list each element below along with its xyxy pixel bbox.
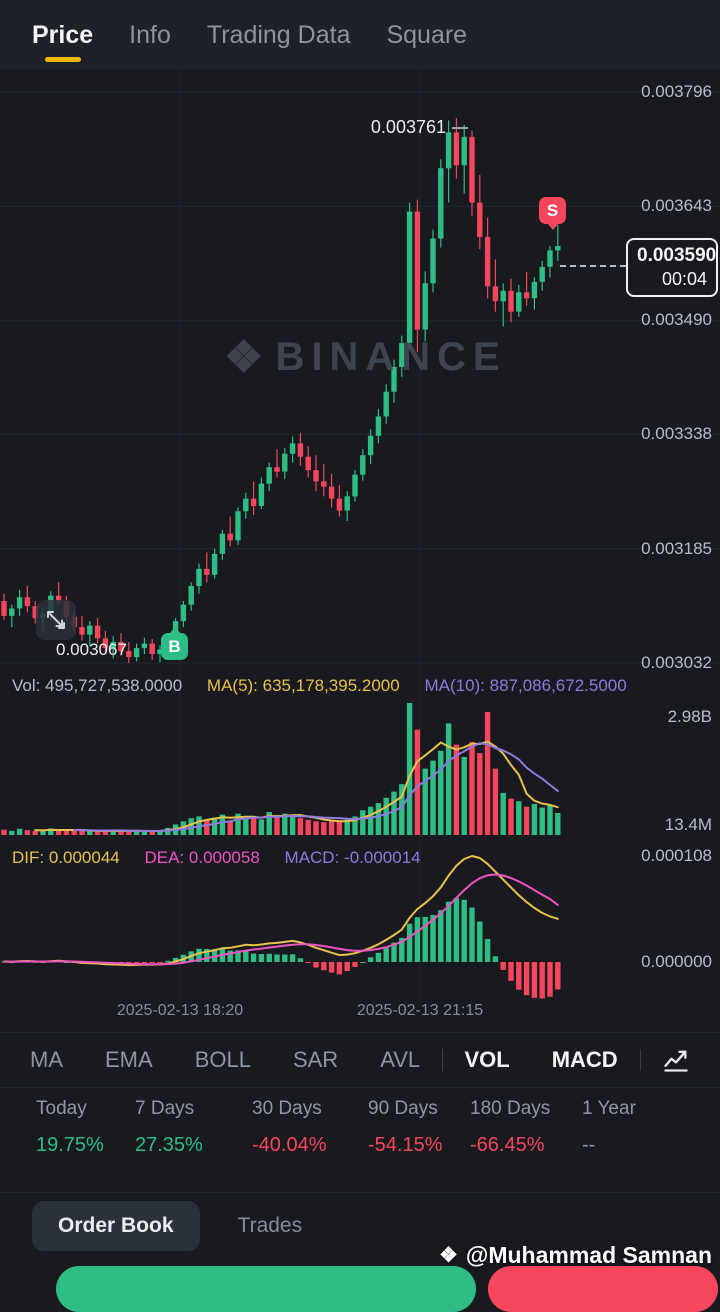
binance-price-screen: Price Info Trading Data Square ❖ BINANCE… [0,0,720,1281]
perf-today-value: 19.75% [36,1134,135,1157]
watermark-credit: ❖ @Muhammad Samnan [439,1242,712,1269]
chart-area: ❖ BINANCE 0.003796 0.003643 0.003490 0.0… [0,70,720,1030]
macd-value-label: MACD: -0.000014 [285,848,421,867]
perf-7days-value: 27.35% [135,1134,252,1157]
price-axis-label: 0.003490 [641,310,712,330]
current-price-value: 0.003590 [637,244,707,268]
diamond-icon: ❖ [439,1243,458,1268]
tab-price[interactable]: Price [30,7,95,64]
perf-1year: 1 Year -- [582,1098,636,1157]
expand-chart-button[interactable] [36,600,76,640]
active-tab-underline [45,57,81,62]
action-button-row [0,1266,720,1312]
top-tab-bar: Price Info Trading Data Square [0,0,720,70]
perf-90days: 90 Days -54.15% [368,1098,470,1157]
indicator-boll[interactable]: BOLL [195,1047,251,1073]
binance-watermark-text: BINANCE [275,335,506,380]
perf-30days-value: -40.04% [252,1134,368,1157]
volume-ma5-label: MA(5): 635,178,395.2000 [207,676,400,695]
high-annotation-line [452,127,468,129]
credit-text: @Muhammad Samnan [466,1242,712,1269]
volume-indicator-row: Vol: 495,727,538.0000 MA(5): 635,178,395… [12,676,647,696]
tab-info[interactable]: Info [127,7,173,64]
tab-order-book[interactable]: Order Book [32,1201,200,1251]
perf-180days-value: -66.45% [470,1134,582,1157]
volume-axis-max-label: 2.98B [668,707,712,727]
indicator-settings-button[interactable] [662,1046,690,1074]
macd-axis-max-label: 0.000108 [641,846,712,866]
buy-marker-badge: B [161,633,188,660]
volume-value-label: Vol: 495,727,538.0000 [12,676,182,695]
price-axis-label: 0.003338 [641,424,712,444]
indicator-sar[interactable]: SAR [293,1047,338,1073]
macd-axis-min-label: 0.000000 [641,952,712,972]
tab-square[interactable]: Square [384,7,469,64]
perf-1year-value: -- [582,1134,636,1157]
indicator-avl[interactable]: AVL [380,1047,420,1073]
binance-watermark: ❖ BINANCE [224,332,507,383]
tab-trades[interactable]: Trades [238,1214,303,1238]
tab-trading-data[interactable]: Trading Data [205,7,353,64]
time-axis-label: 2025-02-13 21:15 [340,1002,500,1020]
macd-dif-label: DIF: 0.000044 [12,848,120,867]
sell-button[interactable] [488,1266,718,1312]
sell-marker-badge: S [539,197,566,224]
high-price-annotation: 0.003761 [352,117,446,138]
low-price-annotation: 0.003067 [56,640,127,660]
binance-logo-icon: ❖ [224,332,263,383]
perf-today: Today 19.75% [36,1098,135,1157]
current-price-line [560,265,626,267]
current-price-tag: 0.003590 00:04 [626,238,718,297]
price-axis-label: 0.003796 [641,82,712,102]
price-axis-label: 0.003185 [641,539,712,559]
perf-30days: 30 Days -40.04% [252,1098,368,1157]
indicator-vol[interactable]: VOL [464,1047,509,1073]
expand-icon [44,608,68,632]
line-chart-icon [662,1046,690,1074]
indicator-macd[interactable]: MACD [552,1047,618,1073]
performance-stats: Today 19.75% 7 Days 27.35% 30 Days -40.0… [0,1098,720,1157]
perf-180days: 180 Days -66.45% [470,1098,582,1157]
candle-countdown: 00:04 [637,268,707,290]
time-axis-label: 2025-02-13 18:20 [100,1002,260,1020]
perf-90days-value: -54.15% [368,1134,470,1157]
price-axis-label: 0.003643 [641,196,712,216]
indicator-ema[interactable]: EMA [105,1047,153,1073]
indicator-ma[interactable]: MA [30,1047,63,1073]
perf-7days: 7 Days 27.35% [135,1098,252,1157]
volume-axis-min-label: 13.4M [665,815,712,835]
buy-button[interactable] [56,1266,476,1312]
volume-ma10-label: MA(10): 887,086,672.5000 [424,676,626,695]
tab-price-label: Price [32,21,93,49]
indicator-tab-bar: MA EMA BOLL SAR AVL VOL MACD [0,1032,720,1088]
price-axis-label: 0.003032 [641,653,712,673]
macd-dea-label: DEA: 0.000058 [144,848,259,867]
macd-indicator-row: DIF: 0.000044 DEA: 0.000058 MACD: -0.000… [12,848,441,868]
